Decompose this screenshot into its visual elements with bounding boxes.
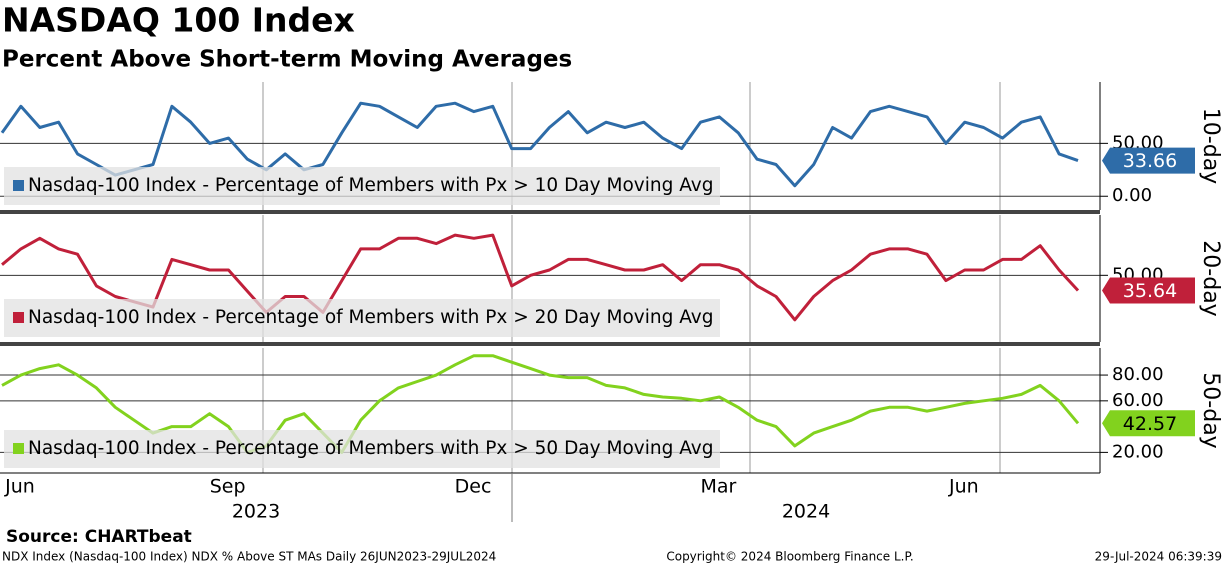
last-value-tag — [1102, 147, 1195, 174]
line — [0, 101, 1079, 188]
last-value-label: 35.64 — [1123, 280, 1177, 302]
chart-title: NASDAQ 100 Index — [2, 1, 355, 40]
y-tick-label: 60.00 — [1112, 390, 1164, 411]
legend-box — [4, 299, 720, 337]
year-label: 2023 — [232, 501, 280, 523]
panel-separator — [0, 210, 1100, 214]
source: Source: CHARTbeat — [6, 527, 192, 547]
year-label: 2024 — [782, 501, 830, 523]
line — [1, 233, 1080, 322]
legend-swatch — [13, 312, 24, 323]
x-tick-label: Sep — [210, 476, 246, 498]
legend-label: Nasdaq-100 Index - Percentage of Members… — [28, 307, 713, 328]
line — [1, 354, 1080, 454]
legend-box — [4, 430, 720, 468]
y-axis-label: 20-day — [1198, 240, 1223, 316]
last-value-tag — [1102, 277, 1195, 304]
legend-label: Nasdaq-100 Index - Percentage of Members… — [28, 175, 713, 196]
panel-separator — [0, 342, 1100, 346]
last-value-label: 33.66 — [1123, 150, 1177, 172]
last-value-tag — [1102, 410, 1195, 437]
x-tick-label: Dec — [455, 476, 492, 498]
x-tick-label: Jun — [948, 476, 979, 498]
legend-swatch — [13, 180, 24, 191]
legend-label: Nasdaq-100 Index - Percentage of Members… — [28, 438, 713, 459]
footer-left: NDX Index (Nasdaq-100 Index) NDX % Above… — [2, 550, 496, 564]
x-tick-label: Jun — [4, 476, 35, 498]
last-value-label: 42.57 — [1123, 413, 1177, 435]
x-tick-label: Mar — [701, 476, 737, 498]
y-axis-label: 10-day — [1198, 108, 1223, 184]
y-tick-label: 80.00 — [1112, 364, 1164, 385]
y-tick-label: 0.00 — [1112, 185, 1152, 206]
footer-right: 29-Jul-2024 06:39:39 — [1095, 550, 1222, 564]
y-axis-label: 50-day — [1198, 372, 1223, 448]
chart-subtitle: Percent Above Short-term Moving Averages — [2, 47, 572, 73]
y-tick-label: 20.00 — [1112, 441, 1164, 462]
legend-box — [4, 167, 720, 205]
footer-center: Copyright© 2024 Bloomberg Finance L.P. — [666, 550, 913, 564]
legend-swatch — [13, 443, 24, 454]
